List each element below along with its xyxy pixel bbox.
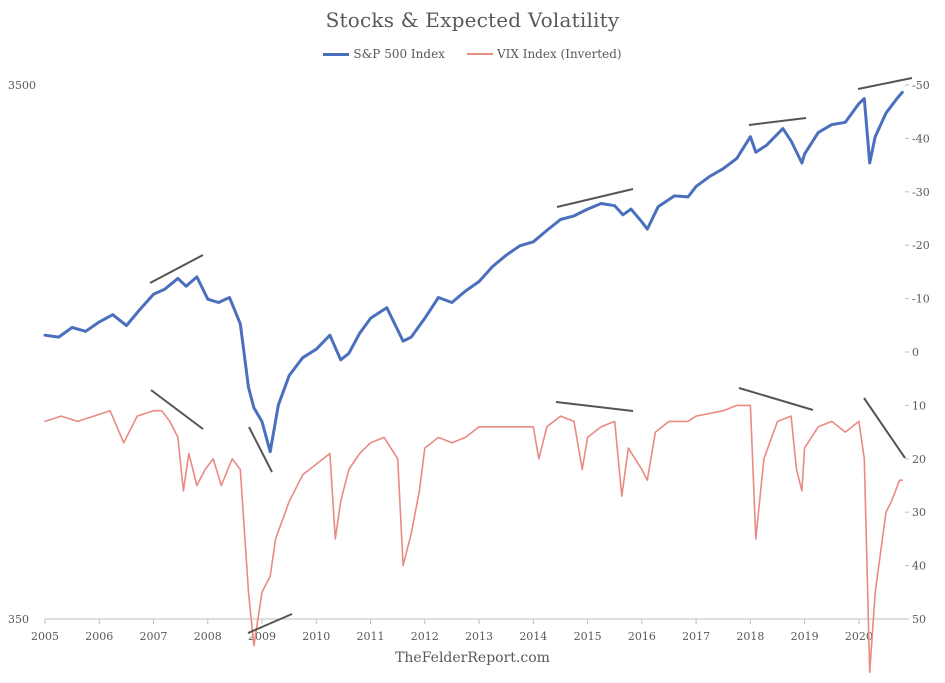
right-tick-label: 50	[912, 613, 926, 626]
left-tick-label: 350	[8, 613, 29, 626]
trend-annotation-line	[857, 77, 913, 90]
left-axis-ticks: 3500 350	[8, 79, 36, 626]
right-tick-label: -30	[912, 186, 930, 199]
legend-item-vix: VIX Index (Inverted)	[466, 47, 622, 61]
trend-annotations	[149, 77, 913, 634]
trend-annotation-line	[863, 397, 906, 459]
trend-annotation-line	[556, 188, 634, 208]
trend-annotation-line	[248, 426, 273, 473]
legend-swatch-vix	[466, 53, 493, 55]
right-tick-label: 40	[912, 560, 926, 573]
x-tick-label: 2020	[845, 630, 873, 643]
right-tick-label: 20	[912, 453, 926, 466]
x-tick-label: 2006	[85, 630, 113, 643]
x-tick-label: 2011	[357, 630, 385, 643]
trend-annotation-line	[149, 254, 204, 284]
x-tick-label: 2014	[519, 630, 547, 643]
x-tick-label: 2016	[628, 630, 656, 643]
vix-series-line	[44, 404, 904, 674]
right-tick-label: -40	[912, 132, 930, 145]
left-tick-label: 3500	[8, 79, 36, 92]
x-tick-label: 2018	[736, 630, 764, 643]
right-tick-label: 10	[912, 399, 926, 412]
x-tick-label: 2017	[682, 630, 710, 643]
x-tick-label: 2015	[574, 630, 602, 643]
legend-swatch-sp500	[323, 52, 350, 56]
trend-annotation-line	[247, 613, 293, 634]
x-tick-label: 2010	[302, 630, 330, 643]
x-axis-ticks: 2005 2006 2007 2008 2009 2010 2011 2012 2013 2014…	[31, 619, 873, 643]
chart-title: Stocks & Expected Volatility	[325, 8, 620, 32]
right-tick-label: 30	[912, 506, 926, 519]
right-tick-label: -50	[912, 79, 930, 92]
right-tick-label: -20	[912, 239, 930, 252]
trend-annotation-line	[150, 389, 204, 430]
sp500-series-line	[43, 90, 904, 454]
x-tick-label: 2008	[194, 630, 222, 643]
legend-item-sp500: S&P 500 Index	[323, 47, 445, 61]
trend-annotation-line	[555, 401, 634, 412]
right-tick-label: 0	[912, 346, 919, 359]
right-axis-ticks: -50 -40 -30 -20 -10 0 10 20 30 40 50	[905, 79, 930, 626]
legend-label-sp500: S&P 500 Index	[353, 47, 445, 61]
legend: S&P 500 Index VIX Index (Inverted)	[0, 47, 945, 61]
series-layer	[43, 90, 904, 674]
legend-label-vix: VIX Index (Inverted)	[496, 47, 622, 61]
footer-credit: TheFelderReport.com	[395, 650, 550, 666]
x-tick-label: 2019	[791, 630, 819, 643]
x-tick-label: 2005	[31, 630, 59, 643]
x-tick-label: 2012	[411, 630, 439, 643]
trend-annotation-line	[738, 387, 814, 411]
x-tick-label: 2013	[465, 630, 493, 643]
x-tick-label: 2007	[140, 630, 168, 643]
trend-annotation-line	[748, 117, 807, 126]
right-tick-label: -10	[912, 293, 930, 306]
